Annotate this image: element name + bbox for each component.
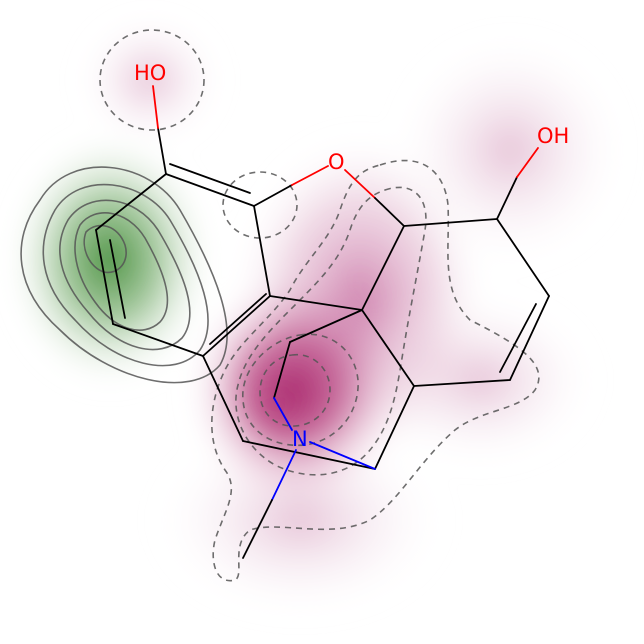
bond-o-right [344, 169, 376, 199]
bond-double [499, 303, 537, 373]
bond [202, 355, 244, 442]
positive-contour [20, 166, 228, 384]
negative-region-top [75, 10, 225, 150]
bond-n-methyl [271, 449, 297, 501]
bond-oh [496, 176, 518, 220]
bond [289, 309, 363, 343]
bond-double [209, 293, 267, 345]
bond-double [169, 163, 251, 194]
bond-o-left-red [291, 165, 329, 186]
negative-contour [235, 186, 427, 476]
positive-contours [20, 166, 228, 384]
bond-methyl [242, 499, 273, 559]
negative-contours [99, 29, 540, 582]
hetero-bonds [152, 85, 539, 559]
bond-ho [152, 85, 159, 129]
bond-n-bridge [309, 441, 376, 470]
bond-o-left [253, 184, 293, 207]
bond [403, 218, 498, 227]
negative-contour [99, 29, 205, 131]
bond-oh-red [516, 147, 539, 178]
bond [361, 225, 405, 311]
negative-contour [259, 353, 331, 427]
positive-contour [42, 183, 209, 367]
bond [112, 323, 204, 357]
atom-label-ho: HO [134, 61, 166, 85]
bond [361, 309, 415, 387]
bond [242, 440, 376, 470]
bond [95, 229, 114, 325]
atom-label-oh: OH [537, 124, 569, 148]
negative-region-right [390, 30, 630, 270]
positive-contour [59, 199, 191, 351]
bond [496, 218, 550, 297]
positive-contour [83, 224, 127, 274]
bond [253, 205, 271, 297]
negative-contour [242, 333, 359, 447]
bond [165, 173, 255, 207]
bond-n-ring [273, 397, 293, 431]
bonds [95, 127, 550, 470]
bond [95, 173, 167, 231]
bond [509, 295, 550, 381]
negative-region-right-lower [360, 290, 600, 470]
atom-labels: HO O OH N [134, 61, 569, 451]
bond [413, 379, 511, 387]
bond [374, 385, 415, 470]
bond-double [109, 239, 126, 319]
bond [269, 295, 363, 311]
atom-label-ring-oxygen: O [328, 150, 345, 174]
bond [273, 341, 291, 399]
negative-contour [222, 171, 298, 239]
bond-o-right-black [374, 197, 405, 227]
negative-contour [211, 159, 540, 582]
bond [157, 127, 167, 175]
positive-contour [74, 212, 169, 331]
positive-region [5, 130, 215, 390]
bond [202, 295, 271, 357]
heatmap-layer [5, 10, 630, 620]
atom-label-nitrogen: N [292, 427, 308, 451]
